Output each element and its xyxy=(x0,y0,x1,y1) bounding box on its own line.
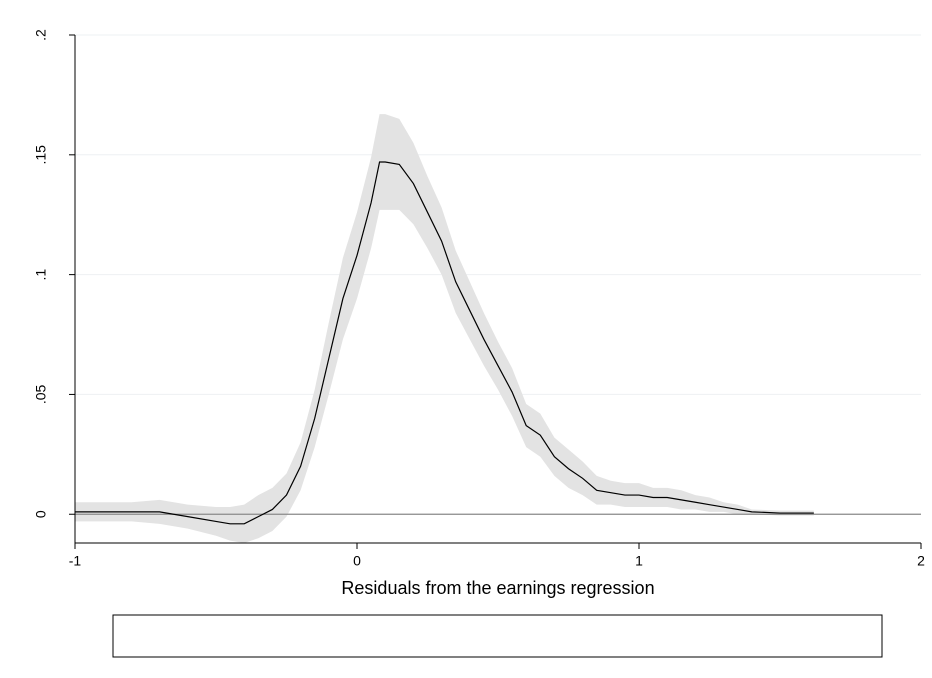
x-axis-title: Residuals from the earnings regression xyxy=(341,578,654,598)
y-tick-label: .2 xyxy=(33,29,49,41)
y-tick-label: .1 xyxy=(33,269,49,281)
x-tick-label: 1 xyxy=(635,553,643,569)
y-tick-label: .15 xyxy=(33,145,49,165)
confidence-band xyxy=(75,114,814,543)
y-tick-label: .05 xyxy=(33,384,49,404)
x-tick-label: 0 xyxy=(353,553,361,569)
line xyxy=(75,161,814,525)
x-tick-label: 2 xyxy=(917,553,925,569)
x-tick-label: -1 xyxy=(69,553,82,569)
y-tick-label: 0 xyxy=(33,510,49,518)
legend-box xyxy=(112,614,883,658)
